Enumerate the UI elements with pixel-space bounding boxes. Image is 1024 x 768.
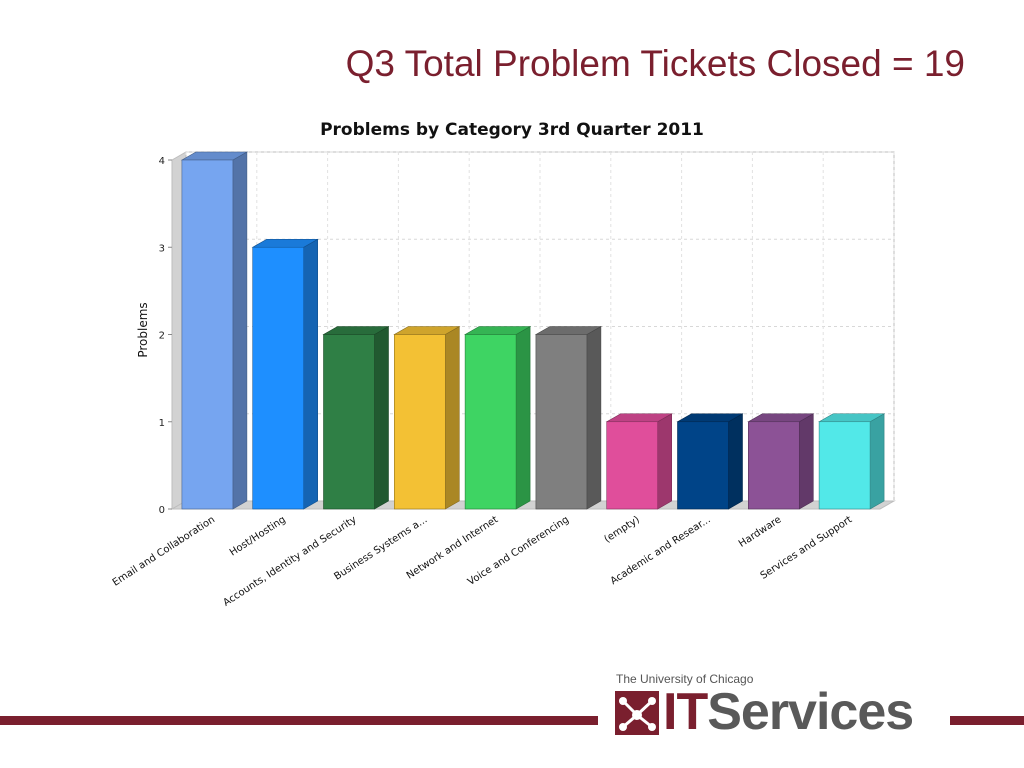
- bar: [747, 413, 815, 510]
- bar-front: [818, 421, 871, 510]
- it-services-logo: The University of Chicago ITServices: [615, 672, 955, 742]
- logo-university-name: The University of Chicago: [616, 672, 754, 686]
- bar-side: [869, 413, 885, 510]
- bar-side: [586, 325, 602, 510]
- bar-side: [657, 413, 672, 510]
- bar-side: [232, 151, 248, 510]
- bars: [180, 151, 886, 510]
- bar-front: [181, 159, 234, 510]
- y-tick-label: 3: [159, 243, 165, 254]
- logo-it-text: IT: [663, 683, 708, 741]
- bar-side: [728, 413, 743, 510]
- y-tick-label: 0: [159, 505, 165, 516]
- bar: [180, 151, 249, 510]
- x-axis-labels: Email and Collaboration Host/HostingAccou…: [111, 514, 855, 609]
- bar-side: [444, 325, 460, 510]
- logo-wordmark: ITServices: [663, 680, 914, 744]
- y-tick-label: 4: [159, 156, 165, 167]
- bar-side: [798, 413, 814, 510]
- chart-title: Problems by Category 3rd Quarter 2011: [320, 120, 704, 140]
- bar-chart: Problems by Category 3rd Quarter 2011 0 1…: [111, 120, 896, 609]
- bar-front: [252, 246, 304, 510]
- bar: [817, 413, 886, 510]
- it-services-logo-icon: [615, 691, 659, 735]
- bar: [605, 413, 673, 510]
- logo-services-text: Services: [707, 683, 914, 741]
- x-tick-label: (empty): [602, 514, 642, 545]
- bar-front: [606, 421, 658, 510]
- bar-front: [748, 421, 800, 510]
- x-tick-label: Email and Collaboration: [111, 514, 217, 588]
- bar-front: [323, 334, 375, 510]
- bar-front: [464, 334, 517, 510]
- bar: [463, 325, 532, 510]
- bar: [322, 325, 390, 510]
- slide-title: Q3 Total Problem Tickets Closed = 19: [345, 43, 965, 84]
- y-tick-label: 1: [159, 418, 165, 429]
- bar: [534, 325, 603, 510]
- x-tick-label: Accounts, Identity and Security: [221, 514, 358, 609]
- y-tick-label: 2: [159, 331, 165, 342]
- bar-side: [374, 325, 389, 510]
- bar-front: [394, 334, 446, 510]
- y-axis-label: Problems: [136, 302, 150, 357]
- bar-front: [677, 421, 729, 510]
- y-axis: 0 1 2 3 4: [159, 156, 172, 516]
- bar: [393, 325, 461, 510]
- footer-rule-right: [950, 716, 1024, 725]
- x-tick-label: Hardware: [737, 514, 783, 550]
- bar: [251, 238, 319, 510]
- x-tick-label: Host/Hosting: [228, 514, 288, 558]
- bar-front: [535, 334, 588, 510]
- bar: [676, 413, 744, 510]
- bar-side: [515, 325, 531, 510]
- footer-rule-left: [0, 716, 598, 725]
- bar-side: [303, 238, 318, 510]
